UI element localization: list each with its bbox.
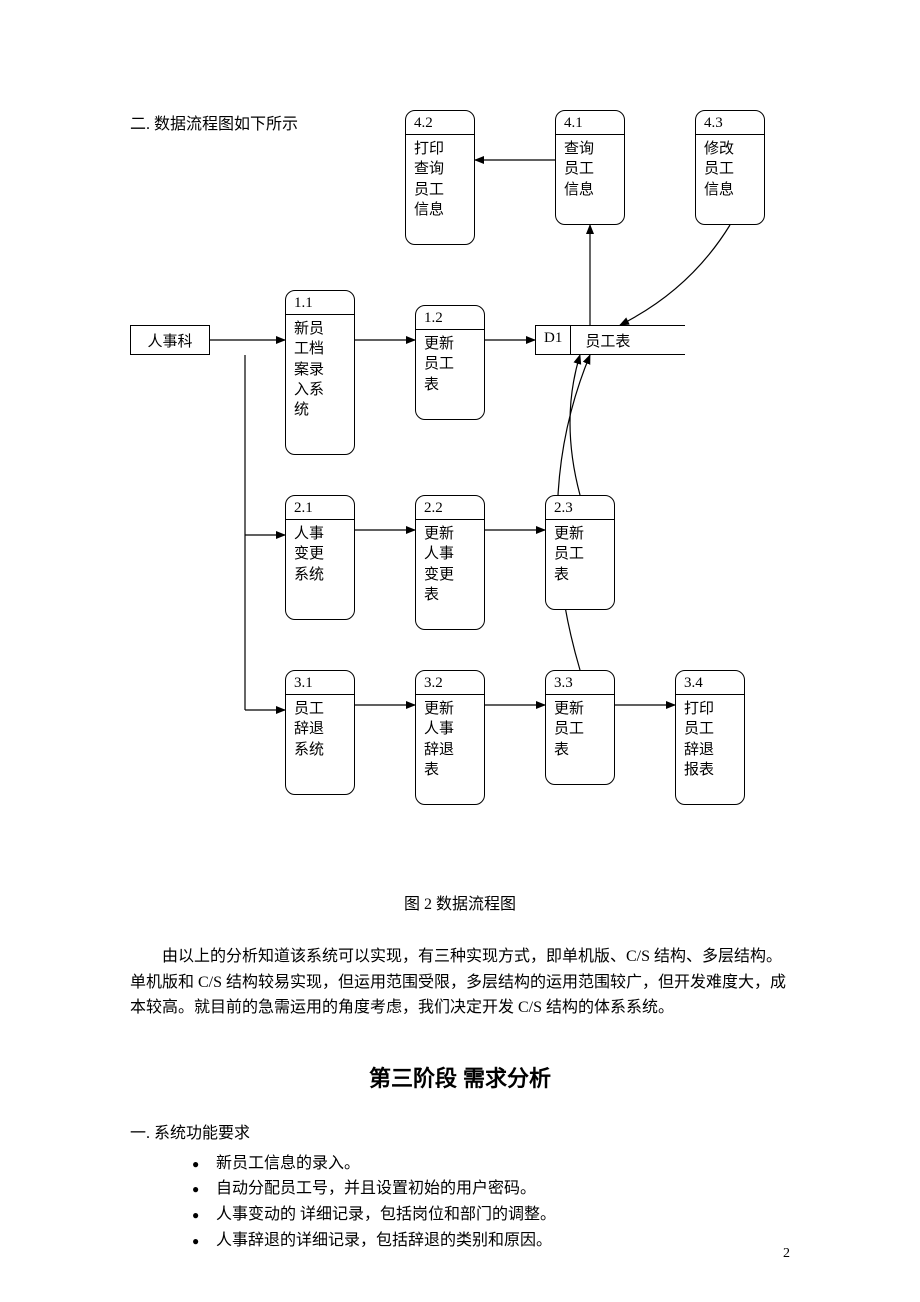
process-node-label: 新员 工档 案录 入系 统 [286,315,354,424]
process-node-label: 打印 查询 员工 信息 [406,135,474,224]
process-node: 4.2打印 查询 员工 信息 [405,110,475,245]
process-node-label: 更新 人事 变更 表 [416,520,484,609]
figure-caption: 图 2 数据流程图 [130,890,790,914]
section-title: 第三阶段 需求分析 [130,1061,790,1093]
analysis-paragraph: 由以上的分析知道该系统可以实现，有三种实现方式，即单机版、C/S 结构、多层结构… [130,944,790,1021]
process-node-label: 员工 辞退 系统 [286,695,354,764]
list-item: 人事变动的 详细记录，包括岗位和部门的调整。 [192,1202,790,1228]
process-node: 2.1人事 变更 系统 [285,495,355,620]
list-item: 人事辞退的详细记录，包括辞退的类别和原因。 [192,1228,790,1254]
list-item: 自动分配员工号，并且设置初始的用户密码。 [192,1176,790,1202]
process-node-id: 4.1 [556,111,624,134]
bullet-list: 新员工信息的录入。自动分配员工号，并且设置初始的用户密码。人事变动的 详细记录，… [130,1151,790,1253]
process-node: 4.3修改 员工 信息 [695,110,765,225]
process-node: 3.1员工 辞退 系统 [285,670,355,795]
process-node-id: 2.3 [546,496,614,519]
process-node-label: 打印 员工 辞退 报表 [676,695,744,784]
process-node: 2.2更新 人事 变更 表 [415,495,485,630]
process-node: 4.1查询 员工 信息 [555,110,625,225]
datastore-label: 员工表 [571,326,644,354]
source-entity: 人事科 [130,325,210,355]
document-page: 二. 数据流程图如下所示 人事科D1员工表4.2打印 查询 员工 信息4.1查询… [0,0,920,1302]
process-node-id: 3.1 [286,671,354,694]
data-flow-diagram: 二. 数据流程图如下所示 人事科D1员工表4.2打印 查询 员工 信息4.1查询… [130,100,790,870]
datastore: D1员工表 [535,325,685,355]
subsection-heading: 一. 系统功能要求 [130,1119,790,1143]
datastore-id: D1 [535,326,571,354]
process-node: 2.3更新 员工 表 [545,495,615,610]
page-number: 2 [783,1246,790,1262]
process-node: 3.3更新 员工 表 [545,670,615,785]
process-node: 3.4打印 员工 辞退 报表 [675,670,745,805]
process-node-id: 2.1 [286,496,354,519]
process-node-label: 更新 员工 表 [546,695,614,764]
process-node-id: 3.2 [416,671,484,694]
process-node-id: 1.1 [286,291,354,314]
process-node-id: 4.3 [696,111,764,134]
process-node-id: 2.2 [416,496,484,519]
process-node-label: 修改 员工 信息 [696,135,764,204]
process-node-label: 更新 员工 表 [416,330,484,399]
list-item: 新员工信息的录入。 [192,1151,790,1177]
process-node-id: 4.2 [406,111,474,134]
process-node-label: 更新 人事 辞退 表 [416,695,484,784]
process-node: 3.2更新 人事 辞退 表 [415,670,485,805]
process-node-id: 3.4 [676,671,744,694]
process-node: 1.1新员 工档 案录 入系 统 [285,290,355,455]
process-node-label: 查询 员工 信息 [556,135,624,204]
process-node-id: 3.3 [546,671,614,694]
process-node-id: 1.2 [416,306,484,329]
process-node-label: 人事 变更 系统 [286,520,354,589]
process-node-label: 更新 员工 表 [546,520,614,589]
process-node: 1.2更新 员工 表 [415,305,485,420]
